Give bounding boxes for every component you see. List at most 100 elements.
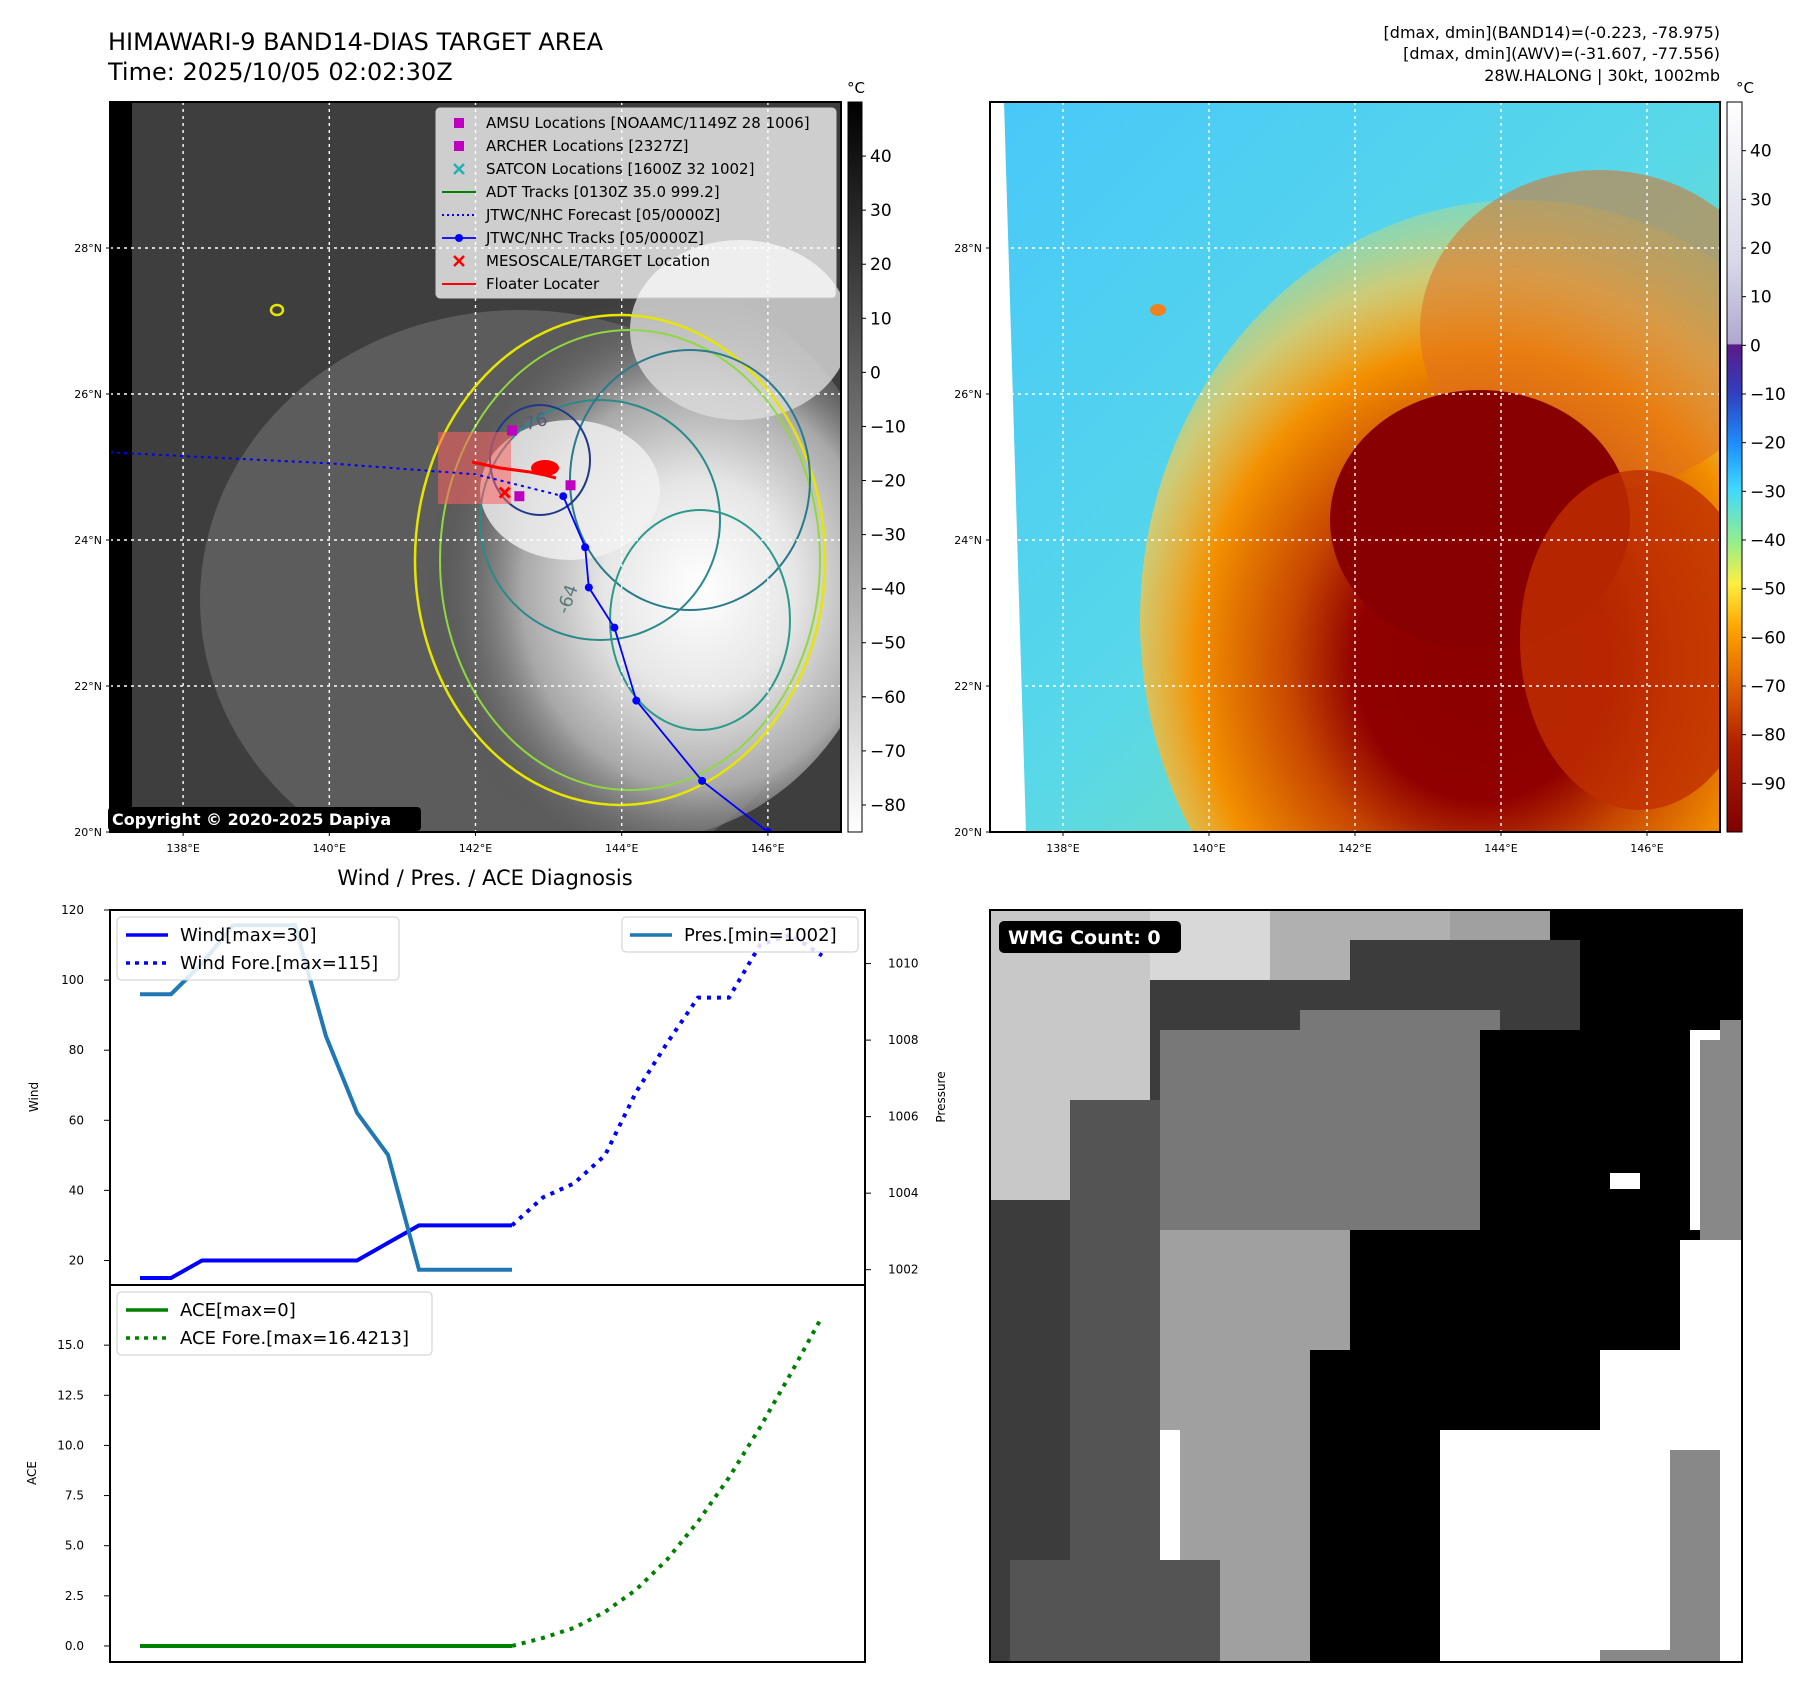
colorbar-tick-label: −20 — [1750, 434, 1786, 454]
figure-time: Time: 2025/10/05 02:02:30Z — [107, 58, 453, 86]
colorbar-tick-label: −80 — [1750, 726, 1786, 746]
colorbar-tick-label: 30 — [1750, 190, 1772, 210]
lon-tick-label: 138°E — [166, 842, 199, 855]
legend-item: ADT Tracks [0130Z 35.0 999.2] — [442, 183, 720, 201]
lon-tick-label: 146°E — [751, 842, 784, 855]
legend-item: AMSU Locations [NOAAMC/1149Z 28 1006] — [454, 114, 810, 132]
lon-tick-label: 146°E — [1630, 842, 1663, 855]
best-track-point — [581, 543, 590, 552]
pressure-tick-label: 1008 — [888, 1033, 919, 1047]
ace-tick-label: 15.0 — [57, 1338, 84, 1352]
colorbar-tick-label: −10 — [870, 417, 906, 437]
lon-tick-label: 144°E — [1484, 842, 1517, 855]
ir-color-map: 138°E 140°E 142°E 144°E 146°E 20°N 22°N 24°N 26°… — [954, 101, 1721, 855]
figure-title: HIMAWARI-9 BAND14-DIAS TARGET AREA — [108, 28, 604, 56]
colorbar-tick-label: 30 — [870, 201, 892, 221]
band14-range: [dmax, dmin](BAND14)=(-0.223, -78.975) — [1384, 23, 1720, 42]
lat-tick-label: 24°N — [954, 534, 982, 547]
lon-tick-label: 142°E — [459, 842, 492, 855]
lat-tick-label: 20°N — [954, 826, 982, 839]
colorbar-tick-label: −40 — [870, 580, 906, 600]
lat-tick-label: 20°N — [74, 826, 102, 839]
color-colorbar: °C 40 30 20 10 0 −10 −20 −30 −40 −50 −60 −70 −80 −90 — [1726, 79, 1786, 833]
pressure-tick-label: 1002 — [888, 1263, 919, 1277]
colorbar-tick-label: −80 — [870, 796, 906, 816]
wind-pressure-chart: 20 40 60 80 100 120 1002 1004 1006 1008 1010 Wind … — [27, 903, 948, 1286]
map-legend: AMSU Locations [NOAAMC/1149Z 28 1006] ARC… — [435, 107, 837, 299]
legend-item-label: ADT Tracks [0130Z 35.0 999.2] — [486, 183, 720, 201]
wmg-cell-region — [1680, 1240, 1742, 1410]
ace-legend: ACE[max=0] ACE Fore.[max=16.4213] — [116, 1291, 433, 1356]
lat-tick-label: 28°N — [74, 242, 102, 255]
legend-item: JTWC/NHC Tracks [05/0000Z] — [442, 229, 704, 247]
wmg-cell-region — [1300, 1010, 1500, 1230]
ace-chart: 0.0 2.5 5.0 7.5 10.0 12.5 15.0 ACE ACE[max=0] … — [25, 1284, 866, 1663]
lat-tick-label: 22°N — [954, 680, 982, 693]
ace-tick-label: 12.5 — [57, 1388, 84, 1402]
legend-item: Floater Locater — [442, 275, 600, 293]
wmg-cell-region — [1310, 1350, 1440, 1662]
wmg-cell-region — [1550, 910, 1742, 1030]
lat-tick-label: 26°N — [74, 388, 102, 401]
legend-item: SATCON Locations [1600Z 32 1002] — [453, 160, 754, 178]
pressure-tick-label: 1006 — [888, 1110, 919, 1124]
colorbar-tick-label: −70 — [1750, 677, 1786, 697]
gray-colorbar: °C 40 30 20 10 0 −10 −20 −30 −40 −50 −60 −70 −80 — [847, 79, 906, 833]
wmg-cell-region — [1480, 1030, 1690, 1230]
ace-tick-label: 0.0 — [65, 1639, 84, 1653]
lat-tick-label: 26°N — [954, 388, 982, 401]
colorbar-tick-label: −50 — [1750, 580, 1786, 600]
ace-tick-label: 5.0 — [65, 1539, 84, 1553]
colorbar-tick-label: 0 — [870, 363, 881, 383]
colorbar-tick-label: −90 — [1750, 774, 1786, 794]
legend-item-label: ARCHER Locations [2327Z] — [486, 137, 689, 155]
best-track-point — [698, 776, 707, 785]
storm-info: 28W.HALONG | 30kt, 1002mb — [1484, 66, 1720, 85]
legend-wind: Wind[max=30] — [180, 925, 317, 946]
gray-colorbar-unit: °C — [847, 79, 865, 97]
pressure-axis-label: Pressure — [934, 1071, 948, 1122]
mesoscale-cluster — [531, 460, 559, 476]
wind-tick-label: 80 — [69, 1043, 84, 1057]
amsu-location-marker — [507, 425, 518, 436]
legend-item-label: MESOSCALE/TARGET Location — [486, 252, 710, 270]
legend-ace-forecast: ACE Fore.[max=16.4213] — [180, 1328, 409, 1349]
colorbar-tick-label: 40 — [870, 147, 892, 167]
wmg-cell-region — [1440, 1350, 1600, 1430]
ace-tick-label: 2.5 — [65, 1589, 84, 1603]
best-track-point — [559, 492, 568, 501]
legend-pressure: Pres.[min=1002] — [684, 925, 837, 946]
colorbar-tick-label: −20 — [870, 472, 906, 492]
amsu-location-marker — [565, 480, 576, 491]
wind-tick-label: 60 — [69, 1113, 84, 1127]
copyright-text: Copyright © 2020-2025 Dapiya — [112, 810, 391, 829]
colorbar-tick-label: 20 — [1750, 239, 1772, 259]
colorbar-tick-label: 10 — [870, 309, 892, 329]
colorbar-tick-label: −60 — [870, 688, 906, 708]
wmg-count: WMG Count: 0 — [1008, 927, 1161, 949]
best-track-point — [584, 583, 593, 592]
colorbar-tick-label: −60 — [1750, 628, 1786, 648]
lon-tick-label: 144°E — [605, 842, 638, 855]
wmg-cell-region — [1070, 1100, 1160, 1600]
colorbar-tick-label: 20 — [870, 255, 892, 275]
legend-ace: ACE[max=0] — [180, 1300, 296, 1321]
best-track-point — [632, 696, 641, 705]
colorbar-tick-label: 10 — [1750, 288, 1772, 308]
lon-tick-label: 138°E — [1046, 842, 1079, 855]
target-location-marker — [498, 486, 511, 499]
wmg-cell-region — [1540, 1430, 1670, 1650]
wind-tick-label: 120 — [61, 903, 84, 917]
colorbar-tick-label: −50 — [870, 634, 906, 654]
floater-locater-line — [471, 460, 557, 480]
wmg-cell-region — [1720, 1020, 1742, 1110]
legend-item-label: SATCON Locations [1600Z 32 1002] — [486, 160, 754, 178]
diagnosis-title: Wind / Pres. / ACE Diagnosis — [337, 866, 632, 890]
awv-range: [dmax, dmin](AWV)=(-31.607, -77.556) — [1403, 44, 1720, 63]
lon-tick-label: 140°E — [1192, 842, 1225, 855]
legend-item-label: Floater Locater — [486, 275, 600, 293]
color-colorbar-unit: °C — [1736, 79, 1754, 97]
colorbar-tick-label: −10 — [1750, 385, 1786, 405]
amsu-location-marker — [514, 491, 525, 502]
lon-tick-label: 142°E — [1338, 842, 1371, 855]
